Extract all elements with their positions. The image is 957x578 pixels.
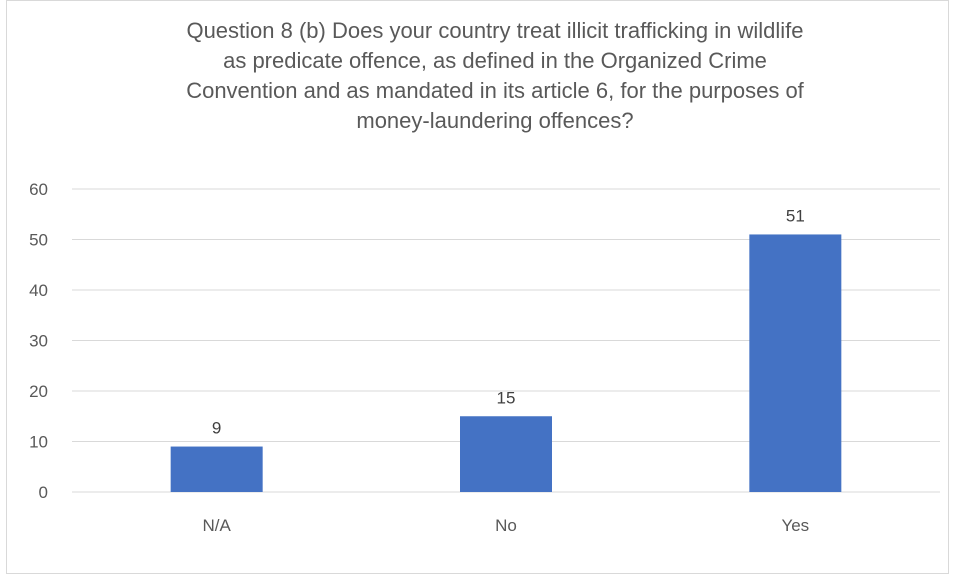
x-tick-label: No [495,516,517,535]
data-labels: 9 15 51 [212,206,805,437]
y-tick-label: 60 [29,180,48,199]
chart-title-line-3: Convention and as mandated in its articl… [186,78,804,103]
y-tick-label: 40 [29,281,48,300]
x-tick-label: N/A [202,516,231,535]
y-axis-tick-labels: 0 10 20 30 40 50 60 [29,180,48,502]
data-label: 51 [786,206,805,225]
x-axis-tick-labels: N/A No Yes [202,516,809,535]
y-tick-label: 50 [29,231,48,250]
chart-title-line-1: Question 8 (b) Does your country treat i… [186,18,804,43]
y-tick-label: 20 [29,382,48,401]
bar-no [460,416,552,492]
bar-yes [749,234,842,492]
y-tick-label: 0 [39,483,48,502]
chart-title: Question 8 (b) Does your country treat i… [60,16,930,136]
chart-title-line-4: money-laundering offences? [356,108,634,133]
chart-title-line-2: as predicate offence, as defined in the … [223,48,767,73]
y-tick-label: 10 [29,433,48,452]
data-label: 15 [497,388,516,407]
bar-n-a [170,446,263,492]
bars [170,234,842,492]
y-tick-label: 30 [29,332,48,351]
x-tick-label: Yes [781,516,809,535]
data-label: 9 [212,419,221,438]
